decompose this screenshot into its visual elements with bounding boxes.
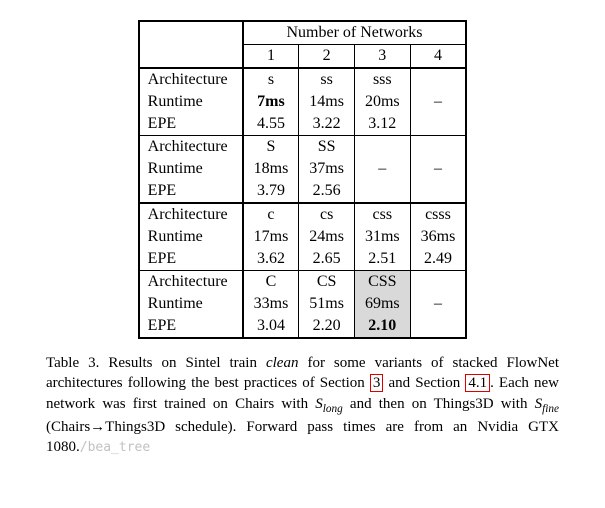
cell-dash: – xyxy=(410,68,466,136)
watermark: /bea_tree xyxy=(80,440,150,455)
cell: 2.10 xyxy=(354,315,410,338)
cell: S xyxy=(243,136,299,159)
cell: 20ms xyxy=(354,91,410,113)
cell: s xyxy=(243,68,299,91)
cell: 2.65 xyxy=(299,248,355,271)
cell: 33ms xyxy=(243,293,299,315)
row-label: Architecture xyxy=(139,136,243,159)
row-label: Runtime xyxy=(139,226,243,248)
cell: 3.79 xyxy=(243,180,299,203)
cell: 24ms xyxy=(299,226,355,248)
col-4: 4 xyxy=(410,45,466,69)
row-label: Architecture xyxy=(139,68,243,91)
cell: sss xyxy=(354,68,410,91)
cell: C xyxy=(243,271,299,294)
col-3: 3 xyxy=(354,45,410,69)
cell: 18ms xyxy=(243,158,299,180)
cell: 4.55 xyxy=(243,113,299,136)
cell: CSS xyxy=(354,271,410,294)
cell: 3.22 xyxy=(299,113,355,136)
cell: 2.49 xyxy=(410,248,466,271)
results-table: Number of Networks 1 2 3 4 Architectures… xyxy=(138,20,468,339)
s-long: Slong xyxy=(315,396,343,412)
row-label: Runtime xyxy=(139,91,243,113)
cell-dash: – xyxy=(410,136,466,204)
row-label: Architecture xyxy=(139,271,243,294)
cell: csss xyxy=(410,203,466,226)
cell-dash: – xyxy=(354,136,410,204)
cell: c xyxy=(243,203,299,226)
col-2: 2 xyxy=(299,45,355,69)
cell: 51ms xyxy=(299,293,355,315)
header-super: Number of Networks xyxy=(243,21,467,45)
s-fine: Sfine xyxy=(535,396,559,412)
row-label: Runtime xyxy=(139,158,243,180)
cell: cs xyxy=(299,203,355,226)
caption-after-slong: and then on Things3D with xyxy=(343,396,535,412)
caption-clean: clean xyxy=(266,355,298,371)
cell: 2.56 xyxy=(299,180,355,203)
cell: CS xyxy=(299,271,355,294)
row-label: EPE xyxy=(139,113,243,136)
cell: SS xyxy=(299,136,355,159)
cell: 14ms xyxy=(299,91,355,113)
row-label: Runtime xyxy=(139,293,243,315)
caption-lead: Table 3. Results on Sintel train xyxy=(46,355,266,371)
header-blank xyxy=(139,21,243,45)
col-1: 1 xyxy=(243,45,299,69)
cell: 69ms xyxy=(354,293,410,315)
row-label: EPE xyxy=(139,248,243,271)
ref-section-4-1[interactable]: 4.1 xyxy=(465,374,490,392)
cell: 3.12 xyxy=(354,113,410,136)
cell: 17ms xyxy=(243,226,299,248)
cell: 3.62 xyxy=(243,248,299,271)
row-label: EPE xyxy=(139,315,243,338)
cell: 2.20 xyxy=(299,315,355,338)
cell: 31ms xyxy=(354,226,410,248)
cell: css xyxy=(354,203,410,226)
cell: 3.04 xyxy=(243,315,299,338)
cell: 7ms xyxy=(243,91,299,113)
cell: 37ms xyxy=(299,158,355,180)
cell: 36ms xyxy=(410,226,466,248)
ref-section-3[interactable]: 3 xyxy=(370,374,384,392)
row-label: EPE xyxy=(139,180,243,203)
header-blank2 xyxy=(139,45,243,69)
row-label: Architecture xyxy=(139,203,243,226)
cell: 2.51 xyxy=(354,248,410,271)
caption-mid: and Section xyxy=(383,375,465,391)
cell-dash: – xyxy=(410,271,466,339)
cell: ss xyxy=(299,68,355,91)
table-caption: Table 3. Results on Sintel train clean f… xyxy=(46,353,559,457)
